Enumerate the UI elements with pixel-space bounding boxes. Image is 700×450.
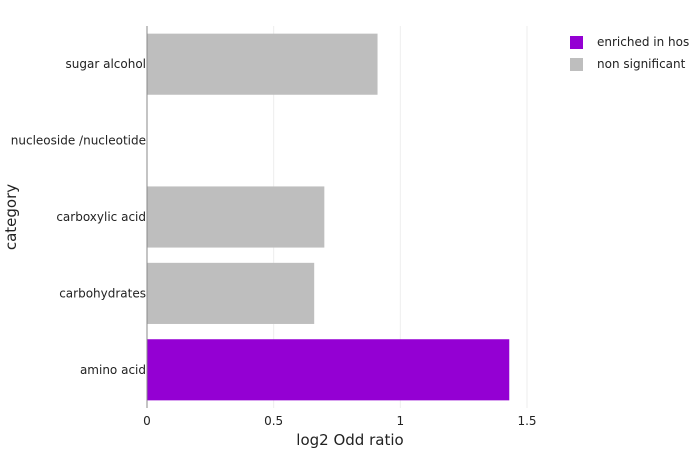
category-label: carboxylic acid <box>56 210 146 224</box>
legend-item-non-significant[interactable]: non significant <box>570 53 689 75</box>
bar-sugar-alcohol[interactable] <box>147 33 378 95</box>
x-tick-label: 1 <box>397 414 405 428</box>
category-labels: sugar alcohol nucleoside /nucleotide carbo… <box>11 57 146 377</box>
category-label: sugar alcohol <box>66 57 146 71</box>
legend-swatch-enriched <box>570 35 583 49</box>
legend-label-enriched: enriched in hos <box>597 35 690 49</box>
x-axis-title: log2 Odd ratio <box>296 431 403 449</box>
bars <box>147 33 510 401</box>
bar-amino-acid[interactable] <box>147 339 510 401</box>
x-tick-label: 0 <box>143 414 151 428</box>
category-label: carbohydrates <box>59 286 146 300</box>
category-label: amino acid <box>80 363 146 377</box>
legend-item-enriched[interactable]: enriched in hos <box>570 31 689 53</box>
x-tick-labels: 0 0.5 1 1.5 <box>143 414 536 428</box>
bar-carboxylic-acid[interactable] <box>147 186 325 248</box>
x-tick-label: 0.5 <box>264 414 283 428</box>
category-label: nucleoside /nucleotide <box>11 134 146 148</box>
bar-carbohydrates[interactable] <box>147 262 315 324</box>
x-tick-label: 1.5 <box>517 414 536 428</box>
legend-swatch-non-significant <box>570 57 583 71</box>
legend: enriched in hos non significant <box>570 31 689 75</box>
y-axis-title: category <box>2 184 20 250</box>
legend-label-non-significant: non significant <box>597 57 686 71</box>
